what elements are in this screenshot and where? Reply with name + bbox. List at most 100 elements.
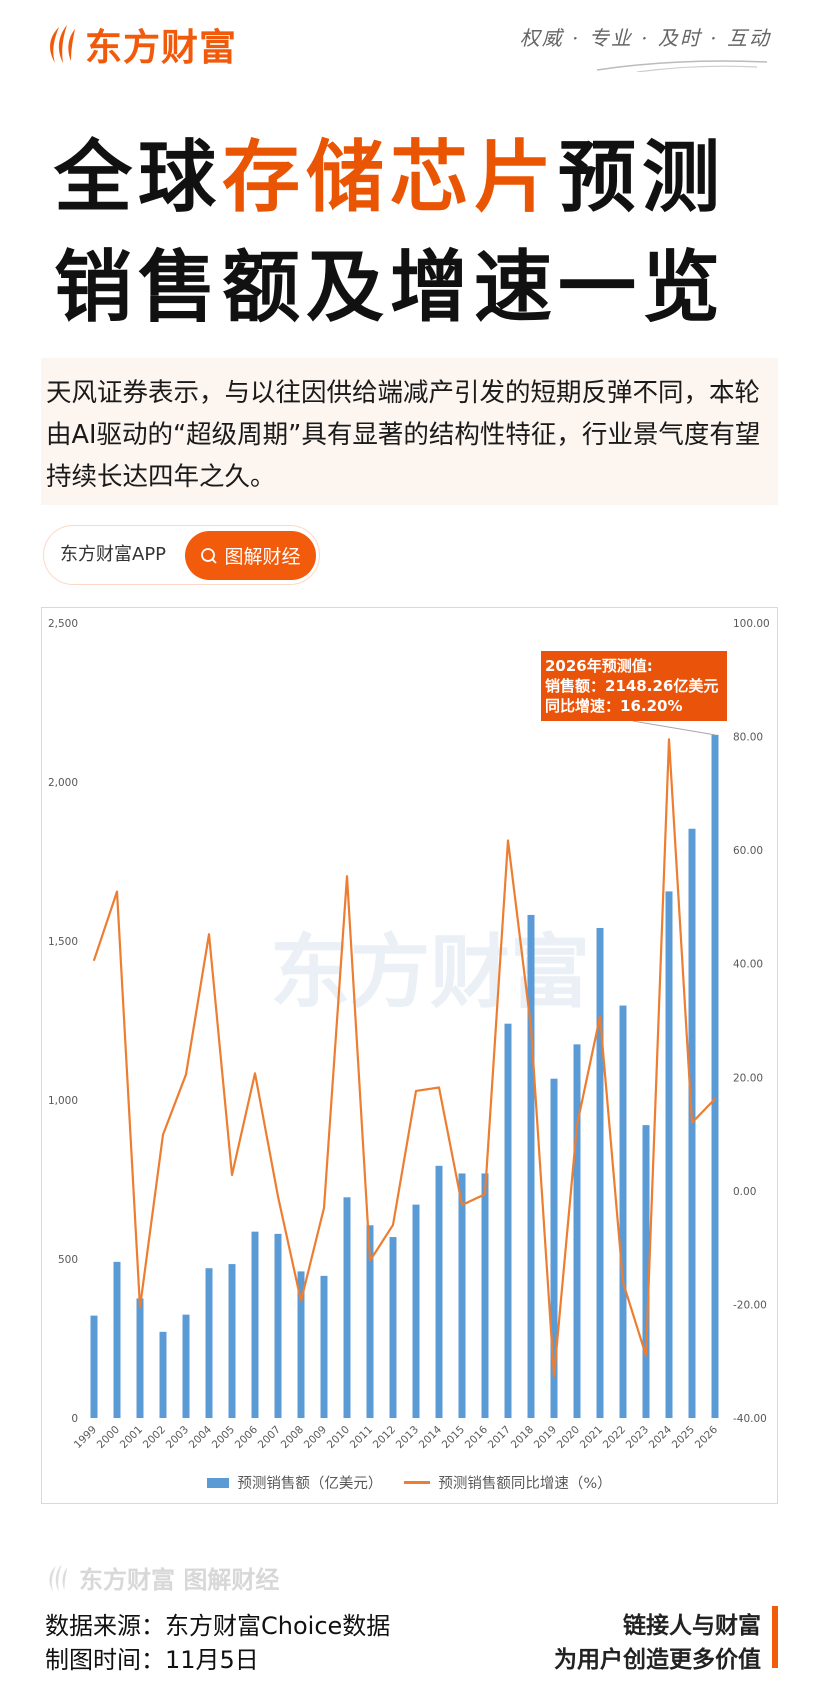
legend-swatch-bar	[207, 1477, 230, 1488]
right-axis-tick: -20.00	[733, 1299, 767, 1311]
right-axis-tick: 100.00	[733, 618, 770, 630]
legend-swatch-line	[404, 1481, 431, 1484]
right-axis-tick: 0.00	[733, 1186, 756, 1198]
flame-logo-icon	[49, 1563, 68, 1592]
growth-point-2004	[208, 933, 210, 935]
bar-2003	[182, 1314, 190, 1418]
growth-point-2002	[162, 1133, 164, 1136]
growth-line	[92, 738, 716, 1378]
x-axis-tick: 2001	[118, 1424, 145, 1451]
left-axis-tick: 1,000	[48, 1095, 78, 1107]
x-axis-tick: 2012	[371, 1424, 398, 1451]
x-axis-tick: 2018	[509, 1424, 536, 1451]
right-axis-tick: 60.00	[733, 845, 763, 857]
bar-2011	[366, 1225, 374, 1418]
watermark: 东方财富	[270, 926, 590, 1019]
growth-point-2017	[507, 839, 509, 842]
growth-point-2013	[415, 1090, 417, 1092]
x-axis-tick: 2008	[279, 1424, 306, 1451]
bar-2013	[412, 1204, 420, 1418]
growth-point-2001	[139, 1306, 141, 1309]
growth-point-2021	[599, 1015, 601, 1018]
legend-item-sales: 预测销售额（亿美元）	[207, 1472, 382, 1493]
x-axis-tick: 2002	[141, 1424, 168, 1451]
growth-point-2008	[300, 1300, 302, 1302]
x-axis-tick: 2007	[256, 1424, 283, 1451]
eastmoney-logo: 东方财富	[45, 22, 237, 69]
bar-2018	[527, 914, 535, 1418]
logo-text: 东方财富	[85, 26, 237, 69]
bar-2009	[320, 1275, 328, 1418]
bar-2026	[711, 734, 719, 1418]
growth-point-2012	[392, 1224, 394, 1226]
title-highlight: 存储芯片	[222, 133, 559, 223]
x-axis-tick: 2026	[693, 1423, 721, 1451]
x-axis-tick: 2010	[325, 1424, 352, 1451]
left-axis-tick: 500	[58, 1254, 78, 1266]
title-text: 预测	[558, 133, 727, 223]
bar-2022	[619, 1005, 627, 1418]
growth-point-2024	[668, 738, 670, 741]
x-axis-tick: 2020	[555, 1424, 582, 1451]
bar-2017	[504, 1023, 512, 1418]
x-axis-tick: 2014	[417, 1423, 445, 1451]
search-icon	[201, 547, 218, 564]
bar-2008	[297, 1271, 305, 1418]
bar-2001	[136, 1298, 144, 1418]
x-axis-tick: 2021	[578, 1424, 605, 1451]
x-axis-tick: 2016	[463, 1423, 491, 1451]
page-title-line2: 销售额及增速一览	[54, 243, 727, 333]
tujie-caijing-button[interactable]: 图解财经	[185, 531, 316, 580]
bar-2010	[343, 1197, 351, 1418]
swoosh-decoration	[597, 60, 767, 72]
x-axis-tick: 2006	[233, 1423, 261, 1451]
x-axis-tick: 2009	[302, 1424, 329, 1451]
bar-2024	[665, 891, 673, 1418]
x-axis-tick: 2004	[187, 1423, 215, 1451]
right-axis-tick: 80.00	[733, 732, 763, 744]
right-axis-tick: -40.00	[733, 1413, 767, 1425]
x-axis-tick: 2003	[164, 1424, 191, 1451]
growth-point-2014	[438, 1086, 440, 1089]
bar-2016	[481, 1173, 489, 1418]
bar-1999	[90, 1315, 98, 1418]
chart-date: 制图时间：11月5日	[45, 1646, 259, 1674]
left-axis-tick: 2,500	[48, 618, 78, 630]
x-axis-tick: 2023	[624, 1424, 651, 1451]
x-axis-tick: 2015	[440, 1424, 467, 1451]
bar-2020	[573, 1044, 581, 1418]
page-title-line1: 全球存储芯片预测	[54, 115, 726, 227]
footer-logo-text: 东方财富 图解财经	[79, 1566, 280, 1594]
footer-logo: 东方财富 图解财经	[45, 1560, 279, 1595]
growth-point-2018	[530, 1026, 532, 1029]
tagline-2: 为用户创造更多价值	[554, 1647, 761, 1673]
left-axis-tick: 0	[71, 1413, 78, 1425]
bar-2012	[389, 1237, 397, 1418]
growth-point-2010	[346, 875, 348, 878]
growth-point-2022	[622, 1281, 624, 1284]
growth-point-2015	[461, 1204, 463, 1206]
bar-2019	[550, 1078, 558, 1418]
growth-point-1999	[93, 959, 95, 962]
bar-2002	[159, 1331, 167, 1418]
title-text: 全球	[54, 133, 223, 223]
growth-point-2005	[231, 1174, 233, 1176]
growth-point-2000	[116, 890, 118, 893]
growth-point-2023	[645, 1354, 647, 1357]
bar-2005	[228, 1264, 236, 1418]
growth-point-2026	[714, 1098, 716, 1100]
growth-point-2006	[254, 1072, 256, 1075]
x-axis-tick: 2025	[670, 1424, 697, 1451]
bar-2023	[642, 1125, 650, 1418]
quote-text: 天风证券表示，与以往因供给端减产引发的短期反弹不同，本轮由AI驱动的“超级周期”…	[41, 358, 778, 505]
button-label: 图解财经	[224, 546, 301, 568]
legend-label: 预测销售额（亿美元）	[237, 1476, 383, 1492]
x-axis-tick: 2011	[348, 1424, 375, 1451]
x-axis-tick: 2022	[601, 1424, 628, 1451]
bar-2000	[113, 1261, 121, 1418]
annotation-connector	[632, 720, 716, 736]
growth-point-2003	[185, 1073, 187, 1076]
bar-2006	[251, 1231, 259, 1418]
x-axis-tick: 2000	[95, 1424, 122, 1451]
